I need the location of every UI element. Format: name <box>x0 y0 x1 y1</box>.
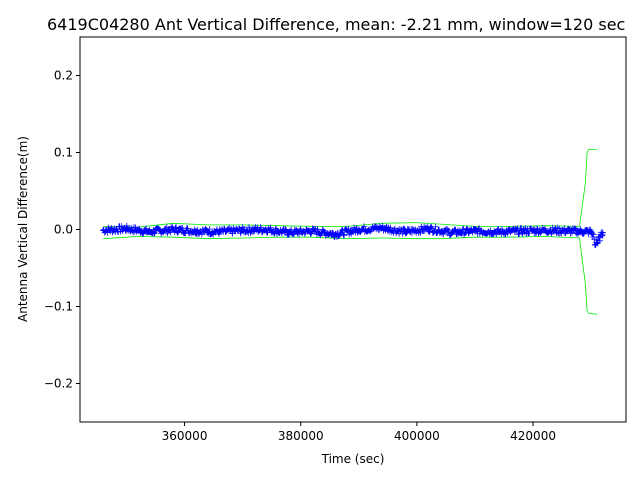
y-axis-label: Antenna Vertical Difference(m) <box>16 136 30 322</box>
x-tick-label: 380000 <box>278 429 324 443</box>
scatter-point <box>262 226 269 233</box>
scatter-point <box>425 225 432 232</box>
scatter-point <box>541 227 548 234</box>
scatter-point <box>518 228 525 235</box>
y-tick-label: −0.2 <box>44 377 73 391</box>
x-tick-label: 360000 <box>162 429 208 443</box>
scatter-point <box>309 228 316 235</box>
scatter-point <box>588 228 595 235</box>
y-tick-label: −0.1 <box>44 300 73 314</box>
envelope-line <box>103 235 598 315</box>
scatter-point <box>471 228 478 235</box>
scatter-point <box>193 228 200 235</box>
scatter-point <box>495 228 502 235</box>
x-tick-label: 420000 <box>510 429 556 443</box>
plot-area <box>100 148 606 315</box>
x-axis-label: Time (sec) <box>321 452 385 466</box>
scatter-point <box>216 228 223 235</box>
chart-title: 6419C04280 Ant Vertical Difference, mean… <box>47 15 625 34</box>
x-tick-label: 400000 <box>394 429 440 443</box>
scatter-point <box>355 226 362 233</box>
scatter-point <box>146 228 153 235</box>
scatter-point <box>332 231 339 238</box>
x-axis: 360000 380000 400000 420000 <box>162 422 556 443</box>
scatter-point <box>169 226 176 233</box>
scatter-point <box>564 228 571 235</box>
y-axis: −0.2 −0.1 0.0 0.1 0.2 <box>44 69 80 391</box>
y-tick-label: 0.0 <box>54 223 73 237</box>
scatter-point <box>123 225 130 232</box>
y-tick-label: 0.2 <box>54 69 73 83</box>
scatter-point <box>593 240 600 247</box>
scatter-points <box>100 222 606 249</box>
envelope-line <box>103 148 597 228</box>
scatter-point <box>402 228 409 235</box>
scatter-point <box>239 227 246 234</box>
scatter-point <box>379 224 386 231</box>
scatter-point <box>100 227 107 234</box>
scatter-point <box>286 229 293 236</box>
scatter-point <box>599 229 606 236</box>
scatter-point <box>448 229 455 236</box>
y-tick-label: 0.1 <box>54 146 73 160</box>
